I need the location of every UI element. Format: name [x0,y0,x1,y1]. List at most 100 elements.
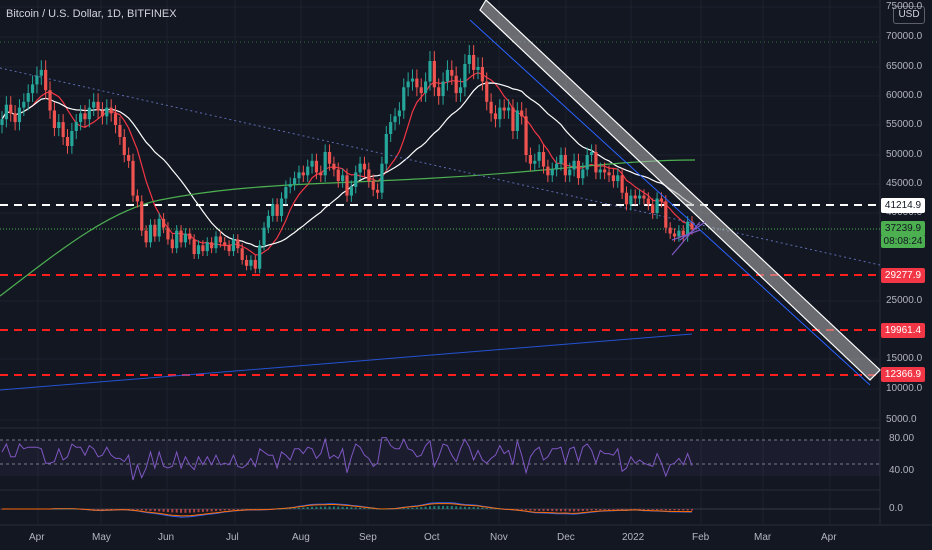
candle-body [162,219,165,228]
macd-histogram-bar [682,509,684,510]
candle-body [398,111,401,117]
candle-body [70,131,73,146]
drawings [470,0,880,385]
candle-body [655,199,658,214]
candle-body [14,113,17,122]
candle-body [634,196,637,199]
candle-body [193,239,196,254]
macd-histogram-bar [425,507,427,509]
macd-histogram-bar [516,509,518,510]
candle-body [612,175,615,181]
candle-body [22,102,25,108]
candle-body [184,234,187,243]
macd-histogram-bar [272,509,274,510]
candle-body [210,242,213,248]
macd-histogram-bar [149,509,151,511]
candle-body [328,152,331,164]
macd-histogram-bar [307,507,309,509]
candle-body [651,204,654,213]
candle-body [276,204,279,216]
macd-histogram-bar [58,509,60,510]
macd-histogram-bar [412,508,414,509]
candle-body [411,79,414,82]
macd-histogram-bar [254,509,256,510]
candle-body [75,122,78,131]
macd-histogram-bar [75,509,77,510]
candle-body [92,102,95,108]
macd-histogram-bar [556,509,558,511]
macd-histogram-bar [250,509,252,510]
candle-body [629,196,632,205]
candle-body [158,219,161,237]
candle-body [468,55,471,64]
macd-histogram-bar [486,508,488,509]
macd-histogram-bar [573,509,575,511]
candle-body [262,228,265,246]
candle-body [31,84,34,93]
candle-body [498,108,501,120]
macd-histogram-bar [180,509,182,513]
rsi-axis-label: 80.00 [889,433,914,444]
candle-body [568,170,571,176]
candle-body [559,155,562,164]
candle-body [402,87,405,110]
macd-histogram-bar [5,509,7,510]
candle-body [271,204,274,216]
macd-histogram-bar [154,509,156,511]
price-axis-label: 55000.0 [886,119,922,130]
macd-histogram-bar [464,507,466,509]
candle-body [542,152,545,167]
macd-histogram-bar [224,509,226,510]
macd-histogram-bar [665,509,667,510]
candle-body [603,170,606,173]
macd-histogram-bar [647,509,649,510]
candle-body [341,175,344,181]
candle-body [415,79,418,88]
candle-body [376,190,379,193]
macd-histogram-bar [206,509,208,512]
candle-body [455,76,458,93]
candle-body [166,228,169,240]
macd-histogram-bar [302,507,304,509]
candle-body [110,108,113,114]
candle-body [40,70,43,76]
time-axis-label: Sep [359,532,377,543]
time-axis-label: Jun [158,532,174,543]
macd-histogram-bar [499,509,501,510]
price-axis-label: 75000.0 [886,1,922,12]
macd-histogram-bar [228,509,230,510]
macd-histogram-bar [377,509,379,510]
candle-body [79,113,82,122]
candle-body [572,161,575,170]
candle-body [105,108,108,117]
candle-body [664,201,667,227]
time-axis-label: 2022 [622,532,644,543]
candle-body [201,245,204,251]
candle-body [476,67,479,70]
time-axis-label: Apr [821,532,837,543]
candle-body [302,172,305,175]
macd-histogram-bar [276,509,278,510]
candle-body [175,231,178,249]
macd-histogram-bar [198,509,200,512]
macd-histogram-bar [582,509,584,511]
macd-histogram-bar [547,509,549,511]
macd-histogram-bar [429,506,431,509]
macd-histogram-bar [674,509,676,510]
candle-body [245,260,248,266]
macd-histogram-bar [132,509,134,510]
candle-body [472,55,475,70]
support-tag-1: 29277.9 [881,268,925,283]
candle-body [197,245,200,254]
macd-histogram-bar [569,509,571,511]
candle-body [437,87,440,96]
macd-histogram-bar [446,506,448,509]
candle-body [53,111,56,129]
macd-histogram-bar [45,509,47,510]
macd-histogram-bar [101,509,103,510]
macd-histogram-bar [617,509,619,510]
candle-body [0,119,3,125]
macd-histogram-bar [324,507,326,509]
candle-body [481,67,484,82]
